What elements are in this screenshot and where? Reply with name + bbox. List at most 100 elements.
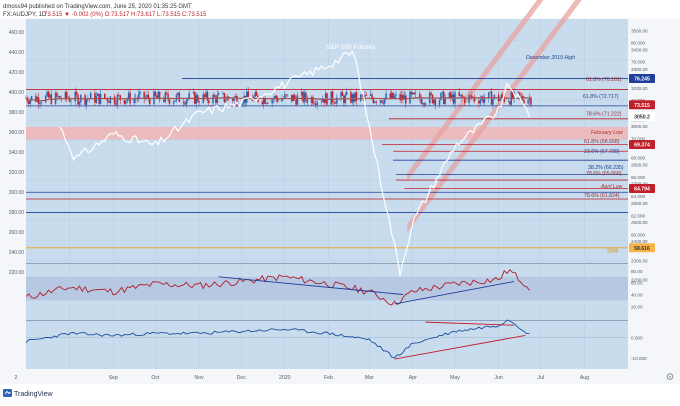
candle-body <box>493 94 496 99</box>
candle-body <box>459 94 462 96</box>
rsi-band <box>26 276 628 301</box>
left-tick-label: 300.00 <box>9 190 25 196</box>
candle-body <box>464 97 466 104</box>
candle-body <box>68 98 71 102</box>
candle-body <box>56 93 58 97</box>
time-axis-ticks: 2 Sep Oct Nov Dec 2020 Feb Mar Apr May Jun Jul Aug <box>15 375 590 381</box>
candle-body <box>168 99 171 104</box>
candle-body <box>244 95 247 103</box>
candle-body <box>40 102 43 104</box>
candle-body <box>264 97 266 104</box>
candle-body <box>206 91 209 101</box>
time-axis[interactable] <box>0 369 680 384</box>
candle-body <box>414 93 417 95</box>
tradingview-logo-icon[interactable] <box>3 389 12 397</box>
price-tag <box>629 243 655 253</box>
candle-body <box>441 91 444 94</box>
settings-gear-icon[interactable] <box>666 373 674 380</box>
left-tick-label: 460.00 <box>9 30 25 36</box>
left-tick-label: 280.00 <box>9 210 25 216</box>
candle-body <box>213 94 216 97</box>
candle-body <box>336 97 338 104</box>
candle-body <box>177 92 179 95</box>
candle-body <box>405 95 407 104</box>
candle-body <box>66 92 68 99</box>
rsi-tick-label: 20.00 <box>631 304 643 309</box>
candle-body <box>64 92 67 100</box>
time-tick-label: 2 <box>15 375 18 381</box>
right-tick-label: 2500.00 <box>631 220 648 225</box>
candle-body <box>28 101 30 104</box>
macd-axis-ticks: 0.000 -10.000 <box>631 336 647 362</box>
price-tag <box>629 140 655 150</box>
candle-body <box>488 92 490 99</box>
right-tick-label: 2400.00 <box>631 239 648 244</box>
right-tick-label: 70.000 <box>631 137 645 142</box>
candle-body <box>246 91 248 103</box>
candle-body <box>241 103 244 105</box>
candle-body <box>458 92 460 96</box>
fib-label: 78.6% (61.824) <box>584 193 620 199</box>
time-tick-label: Apr <box>409 375 417 381</box>
candle-body <box>450 92 452 99</box>
candle-body <box>520 95 522 97</box>
candle-body <box>478 100 480 104</box>
candle-body <box>530 97 532 105</box>
candle-body <box>208 100 210 104</box>
candle-body <box>126 98 129 101</box>
candle-body <box>334 103 337 104</box>
candle-body <box>234 96 237 98</box>
rsi-tick-label: 60.00 <box>631 281 643 286</box>
candle-body <box>322 99 324 102</box>
candle-body <box>374 101 376 103</box>
left-tick-label: 320.00 <box>9 170 25 176</box>
candle-body <box>54 93 57 104</box>
candle-body <box>78 102 81 105</box>
candle-body <box>423 103 425 105</box>
candle-body <box>369 94 372 96</box>
rsi-axis-ticks: 80.00 60.00 40.00 20.00 <box>631 269 643 309</box>
candle-body <box>341 92 344 96</box>
candle-body <box>413 92 415 95</box>
candle-body <box>473 97 476 101</box>
candle-body <box>115 103 117 105</box>
candle-body <box>75 91 78 95</box>
candle-body <box>390 92 393 99</box>
symbol-label[interactable]: FX:AUDJPY, 1D <box>3 12 47 18</box>
candle-body <box>143 91 145 99</box>
channel-upper <box>407 0 544 182</box>
december-high-label: December 2019 High <box>526 55 575 61</box>
price-tag-label: 69.374 <box>634 143 650 149</box>
fib-label: 61.8% (76.161) <box>586 77 622 83</box>
candle-body <box>305 92 307 100</box>
candle-body <box>96 93 99 97</box>
left-axis[interactable] <box>0 19 26 369</box>
candle-body <box>57 96 60 97</box>
fib-label: 78.6% (71.222) <box>586 112 622 118</box>
candle-body <box>172 101 175 104</box>
time-tick-label: Jul <box>537 375 544 381</box>
candle-body <box>424 103 427 105</box>
right-tick-label: 68.000 <box>631 156 645 161</box>
price-tags: 76.245 73.515 3050.2 69.374 64.794 58.616 <box>629 74 655 253</box>
candle-body <box>293 95 296 99</box>
candle-body <box>267 102 269 104</box>
february-low-label: February Low <box>591 130 624 136</box>
candle-body <box>137 94 140 100</box>
rsi-trendline <box>394 281 515 305</box>
candle-body <box>222 92 224 94</box>
candle-body <box>507 101 510 103</box>
candle-body <box>164 92 166 102</box>
fib-label: 38.2% (66.235) <box>588 165 624 171</box>
candle-body <box>383 98 386 104</box>
candle-body <box>381 100 383 103</box>
right-tick-label: 60.000 <box>631 233 645 238</box>
right-tick-label: 64.000 <box>631 194 645 199</box>
candle-body <box>360 94 362 101</box>
candle-body <box>527 100 529 104</box>
candle-body <box>29 99 31 104</box>
candle-body <box>461 94 463 98</box>
grid <box>26 19 628 369</box>
price-tag-label: 3050.2 <box>634 115 650 121</box>
candle-body <box>104 93 106 99</box>
